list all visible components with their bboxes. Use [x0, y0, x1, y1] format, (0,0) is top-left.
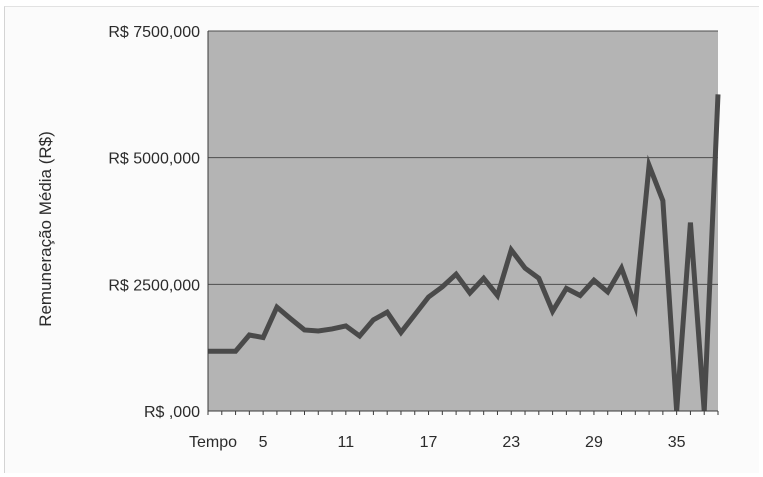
y-tick-label: R$ ,000: [144, 404, 200, 421]
y-tick-labels: R$ ,000 R$ 2500,000 R$ 5000,000 R$ 7500,000: [108, 24, 200, 421]
y-tick-label: R$ 2500,000: [108, 277, 200, 294]
x-tick-label: 17: [420, 434, 438, 451]
x-tick-label: 11: [338, 434, 355, 451]
x-tick-label: 29: [585, 434, 603, 451]
series-line: [208, 94, 721, 412]
y-tick-label: R$ 5000,000: [108, 151, 200, 168]
x-tick-labels: 5 11 17 23 29 35: [259, 434, 686, 451]
x-tick-label: 5: [259, 434, 268, 451]
x-tick-label: 23: [502, 434, 520, 451]
x-axis-label: Tempo: [189, 434, 237, 451]
plot-area: [208, 31, 718, 411]
y-tick-label: R$ 7500,000: [108, 24, 200, 41]
line-chart: R$ ,000 R$ 2500,000 R$ 5000,000 R$ 7500,000…: [36, 24, 721, 451]
grid-lines: [207, 30, 719, 415]
y-axis-label: Remuneração Média (R$): [36, 131, 55, 327]
x-tick-label: 35: [668, 434, 686, 451]
chart-frame: R$ ,000 R$ 2500,000 R$ 5000,000 R$ 7500,000…: [4, 6, 759, 473]
